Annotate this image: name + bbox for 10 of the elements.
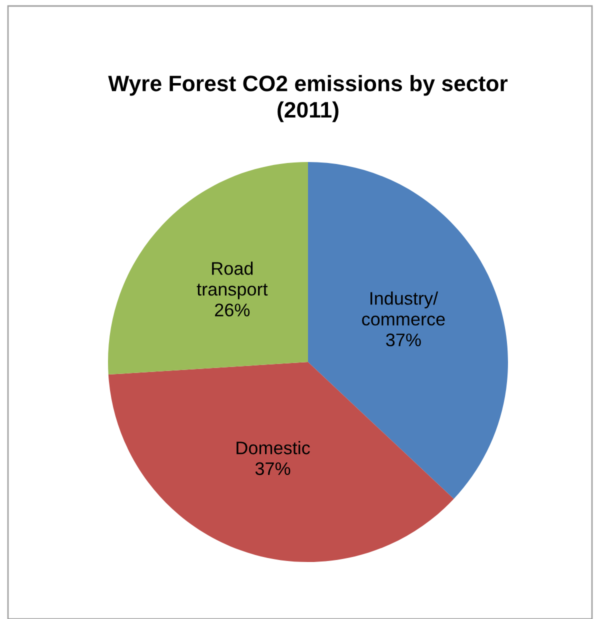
pie-slice [308, 162, 508, 499]
chart-title: Wyre Forest CO2 emissions by sector (2011) [108, 75, 508, 122]
data-label: 26% [215, 304, 250, 316]
slice-label: Road transport [196, 262, 268, 300]
slice-label: Domestic [236, 441, 310, 454]
data-label: 37% [386, 334, 421, 346]
slice-label: Industry/ commerce [362, 292, 445, 326]
pie-slice [108, 162, 308, 375]
data-label: 37% [255, 462, 290, 476]
pie-slice [108, 362, 454, 562]
